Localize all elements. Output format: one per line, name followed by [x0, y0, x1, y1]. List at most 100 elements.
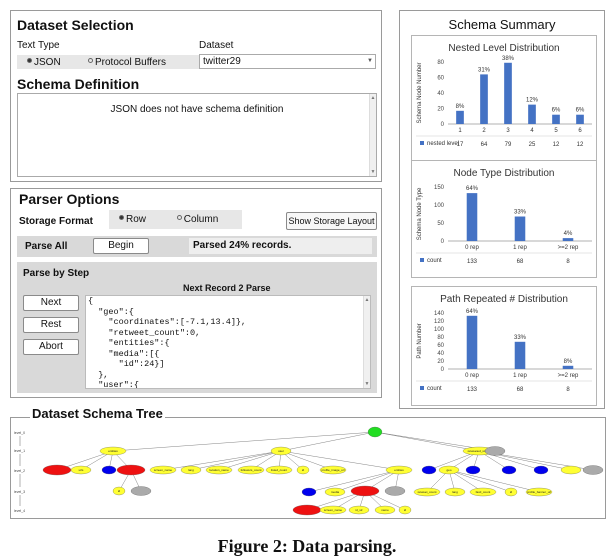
tree-node-array: [501, 465, 517, 475]
table-cell: 8: [566, 259, 570, 265]
table-cell: 68: [517, 387, 524, 393]
table-cell: 17: [457, 142, 464, 148]
chart-ylabel: Schema Node Type: [417, 187, 423, 240]
rest-button[interactable]: Rest: [23, 317, 79, 333]
node-type-chart: Node Type Distribution Schema Node Type 0 5…: [411, 160, 597, 278]
tree-node-array: [301, 487, 317, 497]
abort-button[interactable]: Abort: [23, 339, 79, 355]
radio-json-label: JSON: [34, 57, 61, 68]
next-button[interactable]: Next: [23, 295, 79, 311]
tree-node-array: [533, 465, 549, 475]
table-cell: 12: [553, 142, 560, 148]
json-record-box[interactable]: { "geo":{ "coordinates":[-7.1,13.4]}, "r…: [85, 295, 371, 389]
bar: [480, 74, 488, 124]
dropdown-arrow-icon[interactable]: ▼: [367, 58, 373, 64]
chart-ylabel: Schema Node Number: [417, 62, 423, 123]
text-type-radio-group: JSON Protocol Buffers: [17, 55, 200, 69]
legend-label: nested level: [427, 141, 459, 147]
tree-node-object: [444, 487, 466, 497]
parser-options-title: Parser Options: [19, 191, 120, 207]
x-tick-label: 1 rep: [513, 245, 527, 251]
figure-caption: Figure 2: Data parsing.: [217, 536, 397, 556]
json-line: "entities":{: [88, 338, 170, 348]
tree-node-object: [374, 505, 396, 515]
tree-node-object: [319, 465, 347, 475]
parse-by-step-area: Parse by Step Next Record 2 Parse Next R…: [17, 262, 377, 393]
tree-node-label: geo: [446, 468, 451, 472]
y-tick-label: 120: [434, 319, 445, 325]
scroll-down-icon[interactable]: ▼: [364, 381, 370, 387]
bar-data-label: 6%: [552, 108, 561, 114]
x-tick-label: 6: [578, 128, 582, 134]
radio-row[interactable]: Row: [119, 214, 146, 225]
legend-swatch: [420, 258, 424, 262]
tree-node-label: favd_count: [476, 490, 491, 494]
tree-node-label: id: [510, 490, 513, 494]
schema-scrollbar[interactable]: ▲ ▼: [369, 94, 376, 176]
legend-label: count: [427, 386, 442, 392]
scroll-up-icon[interactable]: ▲: [364, 297, 370, 303]
bar-data-label: 31%: [478, 67, 491, 73]
dataset-select-value: twitter29: [203, 56, 241, 67]
chart-svg: Nested Level Distribution Schema Node Num…: [416, 43, 592, 148]
scroll-down-icon[interactable]: ▼: [370, 169, 376, 175]
dataset-select[interactable]: twitter29 ▼: [199, 54, 376, 69]
chart-svg: Path Repeated # Distribution Path Number 0…: [416, 294, 592, 393]
json-line: {: [88, 296, 94, 306]
y-tick-label: 80: [437, 335, 444, 341]
schema-tree-panel: level_0 level_1 level_2 level_3 level_4 entit…: [10, 417, 606, 519]
schema-tree[interactable]: level_0 level_1 level_2 level_3 level_4 entit…: [11, 418, 607, 520]
tree-node-label: profile_banner_url: [527, 490, 552, 494]
begin-button[interactable]: Begin: [93, 238, 149, 254]
table-cell: 133: [467, 387, 478, 393]
y-tick-label: 40: [437, 351, 444, 357]
tree-node-label: user: [278, 449, 284, 453]
y-tick-label: 0: [441, 122, 445, 128]
json-line: },: [88, 369, 109, 380]
tree-edge: [162, 450, 282, 471]
chart-ylabel: Path Number: [417, 323, 423, 358]
parser-options-panel: Parser Options Storage Format Row Column…: [10, 188, 382, 398]
bar: [466, 315, 478, 369]
scroll-up-icon[interactable]: ▲: [370, 95, 376, 101]
tree-node-object: [525, 487, 553, 497]
x-tick-label: >=2 rep: [558, 245, 579, 251]
tree-level-label: level_2: [14, 469, 25, 473]
table-cell: 79: [505, 142, 512, 148]
radio-json[interactable]: JSON: [27, 57, 61, 68]
bar-data-label: 6%: [576, 108, 585, 114]
show-storage-layout-button[interactable]: Show Storage Layout: [286, 212, 377, 230]
storage-format-radio-group: Row Column: [109, 210, 242, 229]
tree-level-label: level_3: [14, 490, 25, 494]
x-tick-label: 5: [554, 128, 558, 134]
tree-edge: [280, 450, 400, 471]
radio-protocol-buffers[interactable]: Protocol Buffers: [88, 57, 166, 68]
json-line: "id":24}]: [88, 359, 165, 369]
tree-node-label: lang: [188, 468, 194, 472]
tree-node-object: [504, 487, 518, 497]
tree-edge: [448, 469, 512, 493]
tree-node-object: [205, 465, 233, 475]
tree-node-label: listed_count: [271, 468, 287, 472]
y-tick-label: 60: [437, 76, 444, 82]
bar: [456, 110, 464, 124]
json-scrollbar[interactable]: ▲ ▼: [363, 296, 370, 388]
bar: [514, 216, 526, 241]
tree-node-label: id: [302, 468, 305, 472]
tree-node-label: id: [118, 489, 121, 493]
radio-unselected-icon: [88, 58, 93, 63]
schema-definition-box[interactable]: JSON does not have schema definition ▲ ▼: [17, 93, 377, 177]
tree-node-object: [398, 505, 412, 515]
radio-column[interactable]: Column: [176, 214, 218, 225]
dataset-selection-panel: Dataset Selection Text Type Dataset JSON…: [10, 10, 382, 182]
tree-edge: [218, 450, 282, 471]
tree-node-label: entities: [394, 468, 404, 472]
x-tick-label: 4: [530, 128, 534, 134]
tree-node-object: [237, 465, 265, 475]
bar: [528, 104, 536, 124]
tree-node-null: [130, 486, 152, 496]
path-repeated-chart: Path Repeated # Distribution Path Number 0…: [411, 286, 597, 406]
y-tick-label: 0: [441, 367, 445, 373]
y-tick-label: 20: [437, 359, 444, 365]
tree-node-null: [484, 446, 506, 456]
